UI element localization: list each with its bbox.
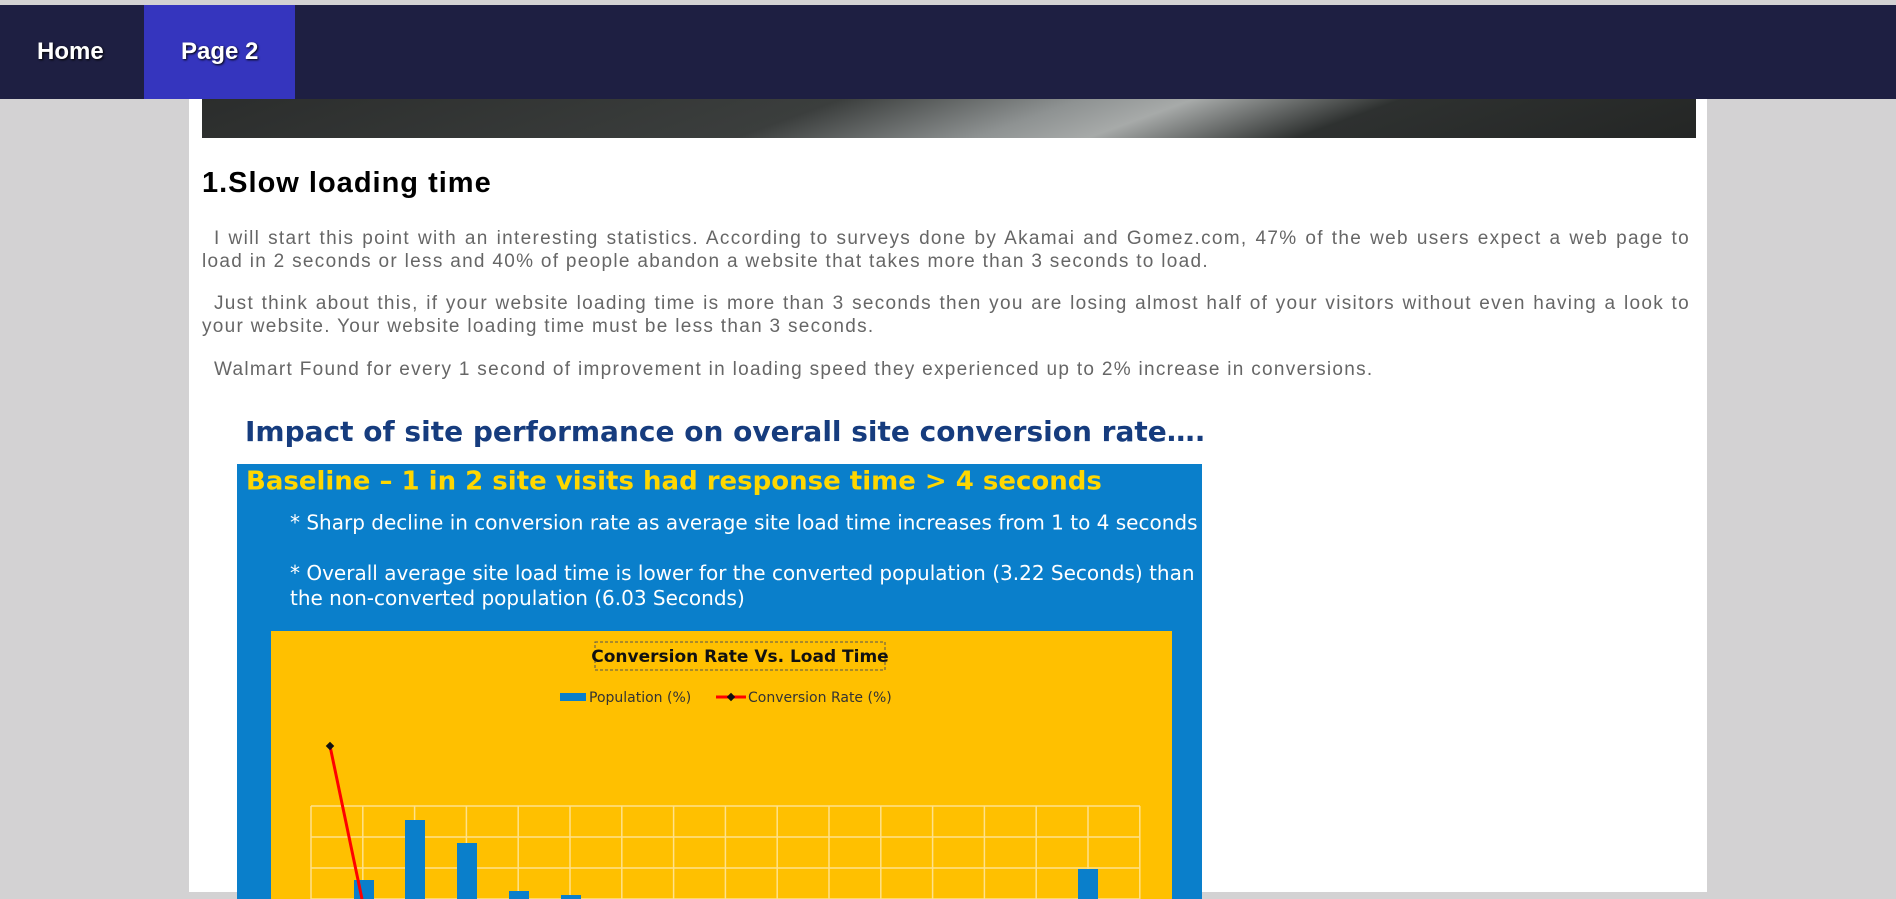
- legend-swatch: [560, 693, 586, 701]
- figure-image: Impact of site performance on overall si…: [237, 415, 1205, 899]
- paragraph: Walmart Found for every 1 second of impr…: [214, 359, 1374, 380]
- nav-link-active[interactable]: Page 2: [144, 5, 296, 99]
- nav-bar: Home Page 2: [0, 5, 1896, 99]
- figure-bullet: * Overall average site load time is lowe…: [290, 561, 1195, 610]
- bar: [354, 880, 374, 899]
- conversion-marker: [325, 741, 335, 751]
- legend-label: Population (%): [589, 690, 691, 706]
- bar: [1078, 869, 1098, 899]
- figure-title: Impact of site performance on overall si…: [245, 415, 1205, 448]
- paragraph: Just think about this, if your website l…: [202, 293, 1690, 337]
- figure-bullet-wrap: * Overall average site load time is lowe…: [290, 561, 1195, 610]
- chart-title-box: [594, 641, 886, 671]
- chart-title: Conversion Rate Vs. Load Time: [591, 647, 888, 667]
- bar: [509, 891, 529, 899]
- legend-label: Conversion Rate (%): [748, 690, 892, 706]
- content-panel: 1.Slow loading time I will start this po…: [189, 99, 1707, 899]
- paragraph: I will start this point with an interest…: [202, 228, 1690, 272]
- bar: [561, 895, 581, 899]
- figure-bullet: * Sharp decline in conversion rate as av…: [290, 511, 1198, 535]
- nav-link[interactable]: Home: [37, 38, 104, 65]
- heading: 1.Slow loading time: [202, 167, 492, 199]
- bar: [405, 820, 425, 899]
- conversion-line: [328, 745, 364, 899]
- banner-image: [202, 99, 1696, 138]
- bar: [457, 843, 477, 899]
- figure-headline: Baseline – 1 in 2 site visits had respon…: [246, 467, 1102, 497]
